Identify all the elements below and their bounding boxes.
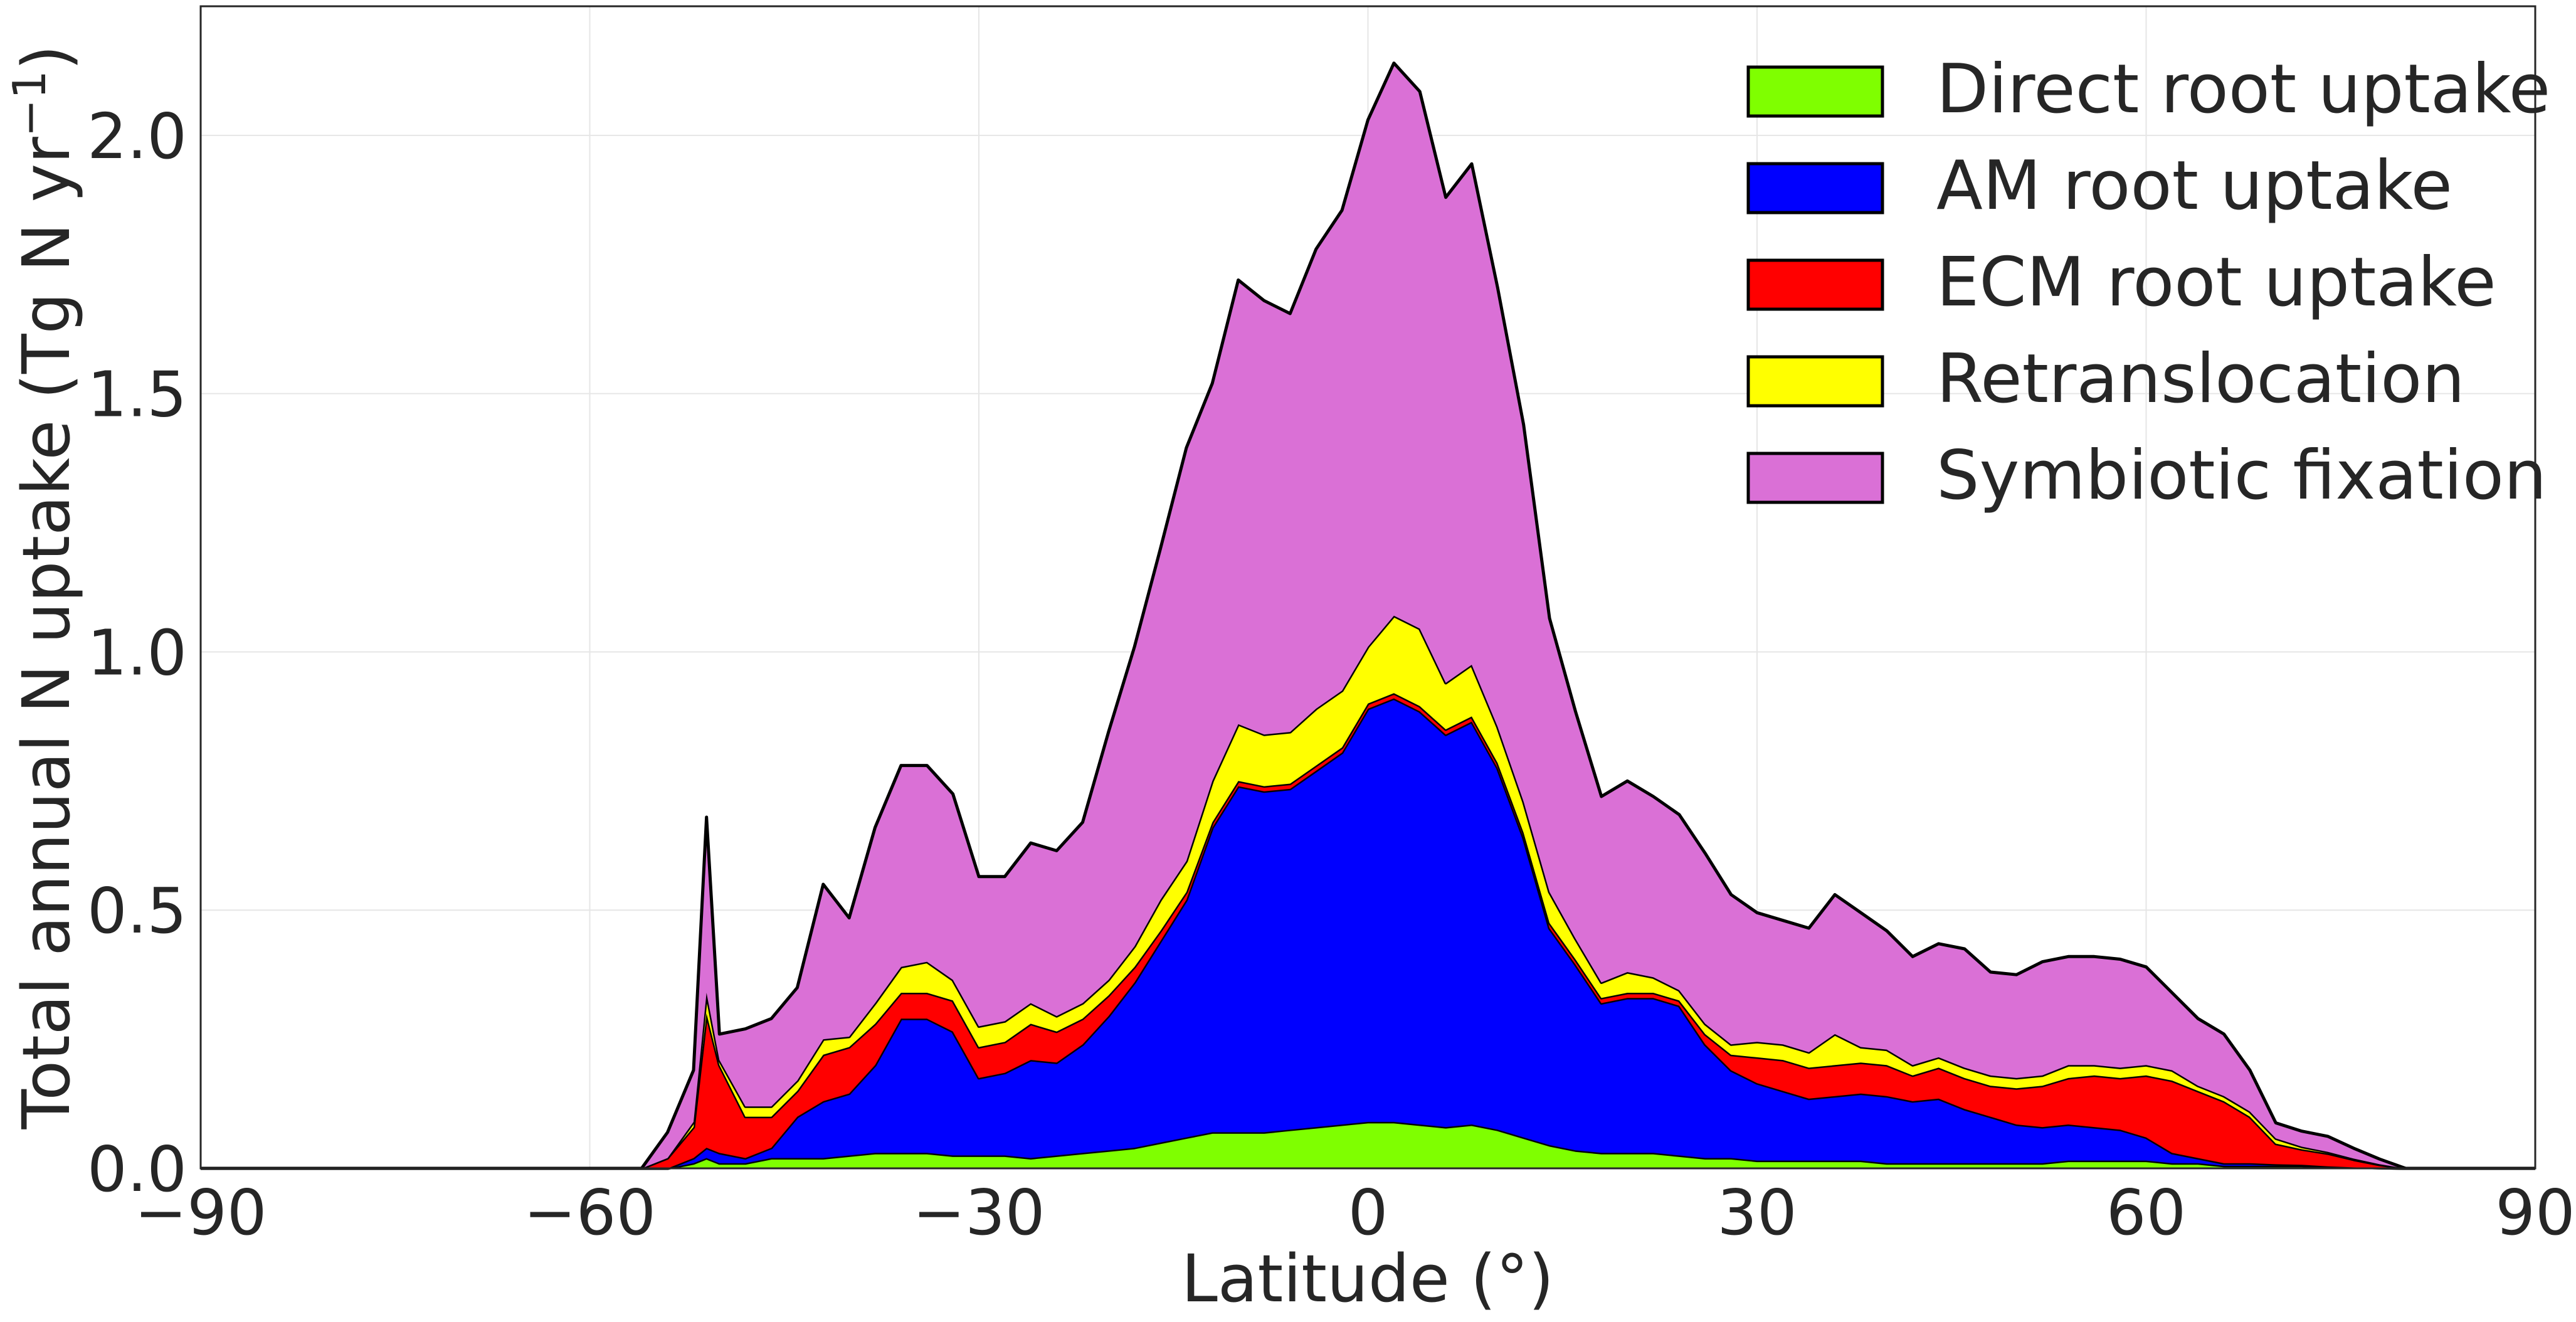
y-axis-label-superscript: −1 (3, 70, 56, 137)
x-axis-label: Latitude (°) (1181, 1240, 1554, 1317)
y-tick-label: 2.0 (87, 100, 187, 173)
x-tick-label: −30 (912, 1176, 1045, 1249)
y-axis-label: Total annual N uptake (Tg N yr−1) (3, 45, 85, 1129)
legend-swatch (1746, 258, 1884, 311)
legend-label: Retranslocation (1936, 340, 2465, 418)
legend-swatch (1746, 355, 1884, 408)
x-tick-label: −90 (134, 1176, 267, 1249)
legend-swatch (1746, 65, 1884, 118)
legend: Direct root uptake AM root uptake ECM root… (1746, 50, 2550, 515)
area-symbiotic-fixation (201, 63, 2535, 1169)
tick-labels: −90 −60 −30 0 30 60 90 0.0 0.5 1.0 1.5 2.0 (87, 100, 2575, 1249)
x-tick-label: 90 (2495, 1176, 2575, 1249)
y-tick-label: 1.0 (87, 616, 187, 689)
legend-label: Direct root uptake (1936, 50, 2550, 129)
legend-label: ECM root uptake (1936, 243, 2496, 322)
area-outline-symbiotic-fixation (201, 61, 2535, 1170)
area-direct-root-uptake (201, 1121, 2535, 1168)
area-am-root-uptake (201, 698, 2535, 1168)
y-tick-label: 0.5 (87, 874, 187, 948)
x-tick-label: 60 (2106, 1176, 2186, 1249)
legend-swatch (1746, 162, 1884, 214)
x-tick-label: 0 (1348, 1176, 1388, 1249)
y-tick-label: 1.5 (87, 358, 187, 431)
x-tick-label: −60 (524, 1176, 656, 1249)
y-axis-label-close: ) (8, 45, 85, 70)
legend-swatch (1746, 452, 1884, 504)
y-tick-label: 0.0 (87, 1133, 187, 1206)
y-axis-label-main: Total annual N uptake (Tg N yr (8, 137, 85, 1130)
x-tick-label: 30 (1717, 1176, 1797, 1249)
area-outline-am-root-uptake (201, 697, 2535, 1170)
areas (201, 61, 2535, 1170)
plot-frame (199, 5, 2536, 1170)
legend-label: Symbiotic fixation (1936, 436, 2547, 515)
legend-label: AM root uptake (1936, 147, 2452, 225)
